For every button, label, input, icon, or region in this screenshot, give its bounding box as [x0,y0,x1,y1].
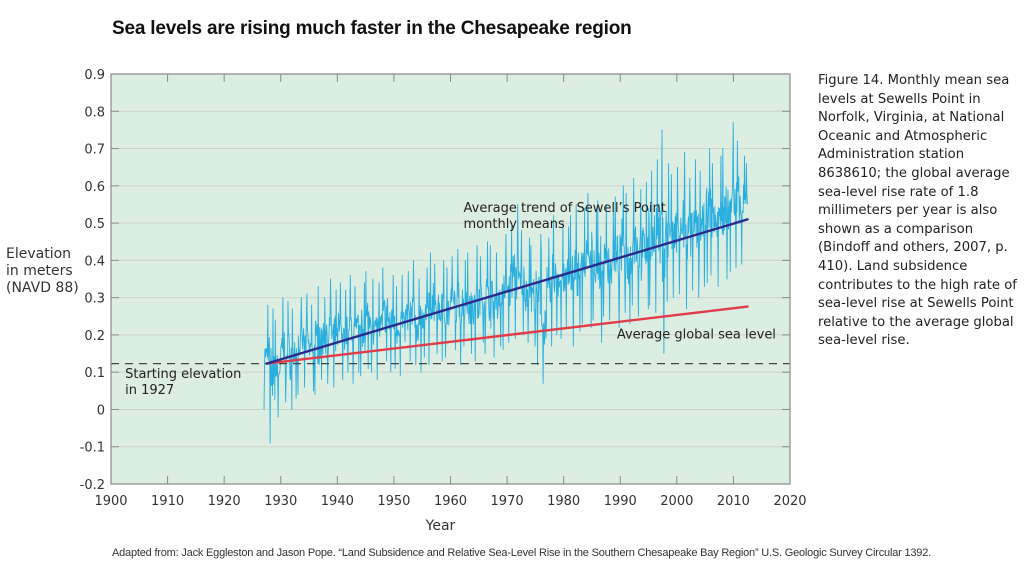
figure-caption: Figure 14. Monthly mean sea levels at Se… [818,73,1017,349]
starting-elevation-label: Starting elevation [125,367,241,382]
sewells-trend-label: Average trend of Sewell’s Point [464,201,666,216]
sewells-trend-label: monthly means [464,217,565,232]
y-tick-label: 0.8 [84,105,105,120]
x-tick-label: 1970 [491,494,524,509]
y-axis-label-line: Elevation [6,246,72,262]
y-tick-label: 0.3 [84,292,105,307]
axes [110,73,791,485]
y-axis-label-line: in meters [6,263,73,279]
x-tick-label: 2010 [717,494,750,509]
global-trend-label: Average global sea level [617,328,776,343]
x-axis-label: Year [425,518,456,534]
y-tick-label: 0.2 [84,329,105,344]
monthly-series-group [263,122,749,444]
y-tick-label: 0.5 [84,217,105,232]
y-axis-label-line: (NAVD 88) [6,280,79,296]
y-tick-label: -0.2 [80,478,105,493]
y-tick-label: 0.9 [84,68,105,83]
x-tick-label: 1980 [547,494,580,509]
y-tick-label: 0.4 [84,254,105,269]
sewells-trend-line [265,218,749,365]
y-tick-label: -0.1 [80,441,105,456]
x-tick-label: 1910 [151,494,184,509]
x-tick-label: 1930 [264,494,297,509]
global-trend-line [265,305,749,365]
y-tick-label: 0.6 [84,180,105,195]
plot-background [111,74,790,484]
y-tick-label: 0.1 [84,366,105,381]
x-tick-labels: 1900 1910 1920 1930 1940 1950 1960 1970 1980 1990… [94,494,806,509]
x-tick-label: 1900 [94,494,127,509]
source-note: Adapted from: Jack Eggleston and Jason P… [112,547,931,559]
x-tick-label: 1940 [321,494,354,509]
monthly-mean-trace [263,122,749,444]
x-tick-label: 1990 [604,494,637,509]
y-tick-label: 0 [97,403,105,418]
x-tick-label: 2020 [773,494,806,509]
chart-title: Sea levels are rising much faster in the… [112,18,632,39]
x-tick-label: 2000 [660,494,693,509]
x-tick-label: 1920 [208,494,241,509]
x-tick-label: 1960 [434,494,467,509]
starting-elevation-label: in 1927 [125,383,174,398]
y-tick-label: 0.7 [84,143,105,158]
y-axis-label: Elevation in meters (NAVD 88) [6,246,79,297]
x-tick-label: 1950 [377,494,410,509]
y-tick-labels: -0.2 -0.1 0 0.1 0.2 0.3 0.4 0.5 0.6 0.7 0.8 0.9 [80,68,105,493]
